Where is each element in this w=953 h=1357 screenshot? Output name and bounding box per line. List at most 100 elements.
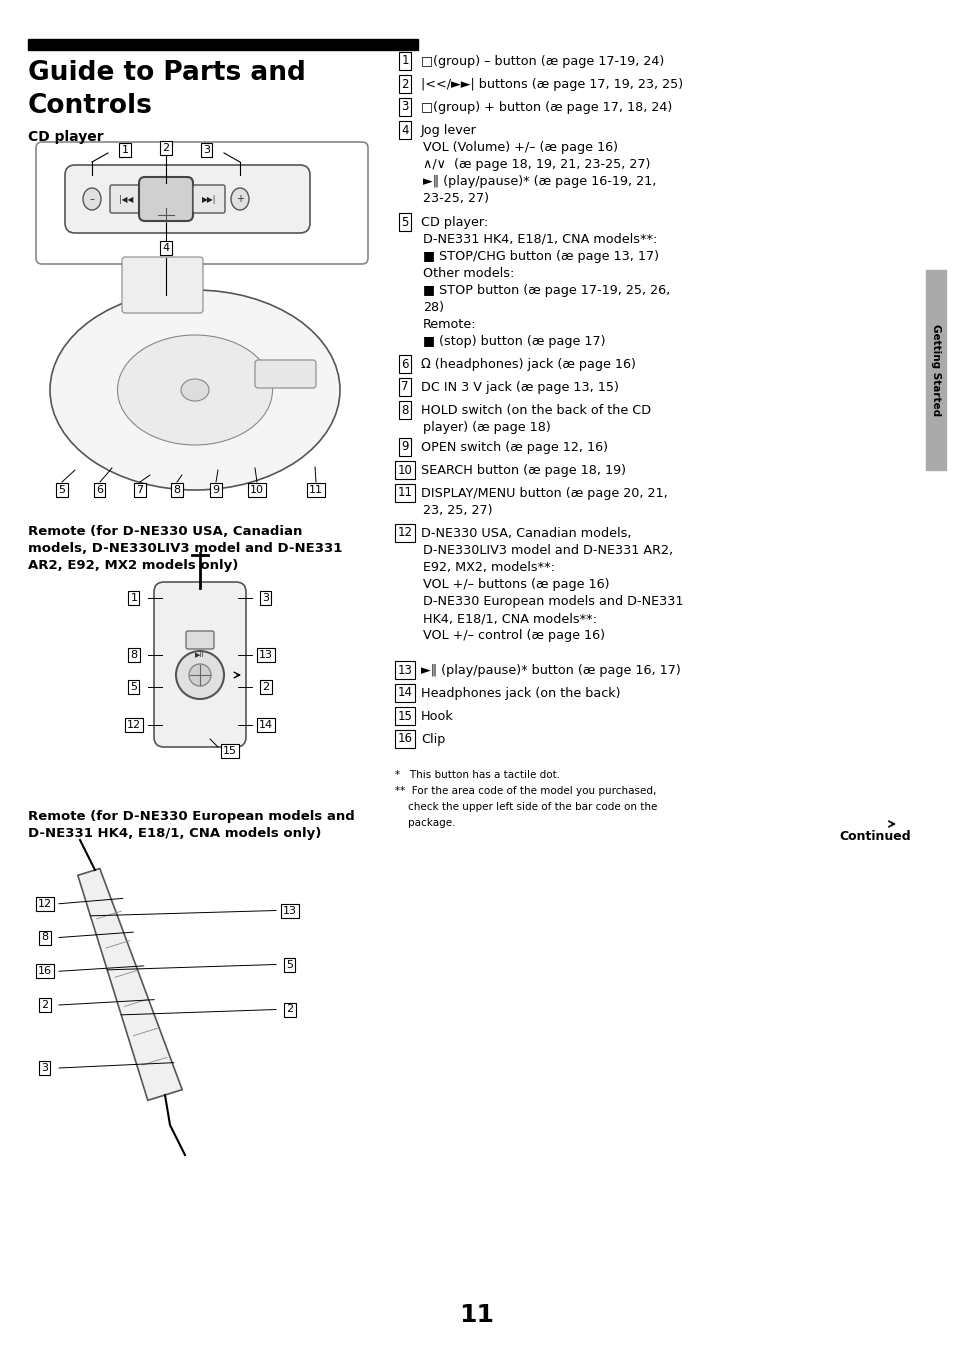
Text: ■ STOP button (æ page 17-19, 25, 26,: ■ STOP button (æ page 17-19, 25, 26,: [422, 284, 670, 297]
Text: 10: 10: [397, 464, 412, 476]
Text: 8: 8: [173, 484, 180, 495]
Text: ►‖ (play/pause)* button (æ page 16, 17): ►‖ (play/pause)* button (æ page 16, 17): [420, 664, 680, 677]
FancyBboxPatch shape: [36, 142, 368, 265]
Text: 3: 3: [401, 100, 408, 114]
Text: 2: 2: [41, 1000, 49, 1010]
Text: 23-25, 27): 23-25, 27): [422, 191, 489, 205]
FancyBboxPatch shape: [254, 360, 315, 388]
Text: 15: 15: [397, 710, 412, 722]
Text: 1: 1: [401, 54, 408, 68]
Text: 28): 28): [422, 301, 443, 313]
Text: 7: 7: [136, 484, 143, 495]
Text: HOLD switch (on the back of the CD: HOLD switch (on the back of the CD: [420, 404, 651, 417]
Text: 6: 6: [401, 357, 408, 370]
Text: 3: 3: [262, 593, 269, 603]
Text: player) (æ page 18): player) (æ page 18): [422, 421, 550, 434]
Text: HK4, E18/1, CNA models**:: HK4, E18/1, CNA models**:: [422, 612, 597, 626]
Text: 4: 4: [162, 243, 170, 252]
Text: 5: 5: [286, 959, 294, 969]
Text: ▶II: ▶II: [195, 651, 205, 657]
Ellipse shape: [83, 189, 101, 210]
Text: 11: 11: [459, 1303, 494, 1327]
Text: OPEN switch (æ page 12, 16): OPEN switch (æ page 12, 16): [420, 441, 607, 455]
Text: 15: 15: [223, 746, 236, 756]
Text: 5: 5: [131, 683, 137, 692]
Text: Remote:: Remote:: [422, 318, 476, 331]
FancyBboxPatch shape: [153, 582, 246, 746]
Ellipse shape: [181, 379, 209, 402]
Text: ∧/∨  (æ page 18, 19, 21, 23-25, 27): ∧/∨ (æ page 18, 19, 21, 23-25, 27): [422, 157, 650, 171]
Text: 14: 14: [397, 687, 412, 699]
FancyBboxPatch shape: [193, 185, 225, 213]
Text: check the upper left side of the bar code on the: check the upper left side of the bar cod…: [395, 802, 657, 811]
Text: 8: 8: [131, 650, 137, 660]
Text: E92, MX2, models**:: E92, MX2, models**:: [422, 560, 555, 574]
Text: DC IN 3 V jack (æ page 13, 15): DC IN 3 V jack (æ page 13, 15): [420, 381, 618, 394]
FancyBboxPatch shape: [122, 256, 203, 313]
Text: models, D-NE330LIV3 model and D-NE331: models, D-NE330LIV3 model and D-NE331: [28, 541, 342, 555]
Text: 2: 2: [162, 142, 170, 153]
Text: VOL (Volume) +/– (æ page 16): VOL (Volume) +/– (æ page 16): [422, 141, 618, 153]
Ellipse shape: [189, 664, 211, 687]
Text: 7: 7: [401, 380, 408, 394]
Text: |◀◀: |◀◀: [119, 194, 133, 204]
Text: Controls: Controls: [28, 94, 152, 119]
Text: 2: 2: [401, 77, 408, 91]
Text: 2: 2: [286, 1004, 294, 1015]
Text: **  For the area code of the model you purchased,: ** For the area code of the model you pu…: [395, 786, 656, 797]
Text: *   This button has a tactile dot.: * This button has a tactile dot.: [395, 769, 559, 780]
Text: 12: 12: [397, 527, 412, 540]
Text: Headphones jack (on the back): Headphones jack (on the back): [420, 687, 619, 700]
Text: 1: 1: [131, 593, 137, 603]
Text: D-NE331 HK4, E18/1, CNA models only): D-NE331 HK4, E18/1, CNA models only): [28, 826, 321, 840]
Text: AR2, E92, MX2 models only): AR2, E92, MX2 models only): [28, 559, 238, 573]
Text: 9: 9: [213, 484, 219, 495]
Text: ■ STOP/CHG button (æ page 13, 17): ■ STOP/CHG button (æ page 13, 17): [422, 250, 659, 263]
Ellipse shape: [50, 290, 339, 490]
Text: Continued: Continued: [838, 830, 910, 843]
Text: 13: 13: [258, 650, 273, 660]
Text: Other models:: Other models:: [422, 267, 514, 280]
Text: CD player:: CD player:: [420, 216, 488, 229]
Text: ►‖ (play/pause)* (æ page 16-19, 21,: ►‖ (play/pause)* (æ page 16-19, 21,: [422, 175, 656, 189]
Text: Jog lever: Jog lever: [420, 123, 476, 137]
Text: Clip: Clip: [420, 733, 445, 746]
Text: 12: 12: [127, 721, 141, 730]
Text: 8: 8: [401, 403, 408, 417]
Text: VOL +/– buttons (æ page 16): VOL +/– buttons (æ page 16): [422, 578, 609, 592]
Text: 6: 6: [96, 484, 103, 495]
Text: 13: 13: [397, 664, 412, 677]
Text: CD player: CD player: [28, 130, 104, 144]
Text: +: +: [235, 194, 244, 204]
Text: Remote (for D-NE330 USA, Canadian: Remote (for D-NE330 USA, Canadian: [28, 525, 302, 537]
Text: 10: 10: [250, 484, 264, 495]
Text: 14: 14: [258, 721, 273, 730]
FancyBboxPatch shape: [139, 176, 193, 221]
Text: 16: 16: [38, 966, 52, 976]
Text: SEARCH button (æ page 18, 19): SEARCH button (æ page 18, 19): [420, 464, 625, 478]
Polygon shape: [78, 868, 182, 1101]
Text: DISPLAY/MENU button (æ page 20, 21,: DISPLAY/MENU button (æ page 20, 21,: [420, 487, 667, 499]
Text: 2: 2: [262, 683, 270, 692]
Text: 12: 12: [38, 898, 52, 909]
Text: Hook: Hook: [420, 710, 454, 723]
Bar: [28, 39, 417, 50]
Text: D-NE330 European models and D-NE331: D-NE330 European models and D-NE331: [422, 594, 682, 608]
Text: Remote (for D-NE330 European models and: Remote (for D-NE330 European models and: [28, 810, 355, 822]
Text: package.: package.: [395, 818, 455, 828]
Text: 3: 3: [203, 145, 211, 155]
Text: |<</►►| buttons (æ page 17, 19, 23, 25): |<</►►| buttons (æ page 17, 19, 23, 25): [420, 77, 682, 91]
Text: 11: 11: [397, 487, 412, 499]
Text: 23, 25, 27): 23, 25, 27): [422, 503, 492, 517]
FancyBboxPatch shape: [65, 166, 310, 233]
Text: 5: 5: [58, 484, 66, 495]
Text: D-NE330 USA, Canadian models,: D-NE330 USA, Canadian models,: [420, 527, 631, 540]
Ellipse shape: [117, 335, 273, 445]
Ellipse shape: [231, 189, 249, 210]
Text: □(group) + button (æ page 17, 18, 24): □(group) + button (æ page 17, 18, 24): [420, 100, 672, 114]
Text: D-NE330LIV3 model and D-NE331 AR2,: D-NE330LIV3 model and D-NE331 AR2,: [422, 544, 673, 556]
Ellipse shape: [175, 651, 224, 699]
Text: 1: 1: [121, 145, 129, 155]
Text: 16: 16: [397, 733, 412, 745]
Text: D-NE331 HK4, E18/1, CNA models**:: D-NE331 HK4, E18/1, CNA models**:: [422, 233, 657, 246]
